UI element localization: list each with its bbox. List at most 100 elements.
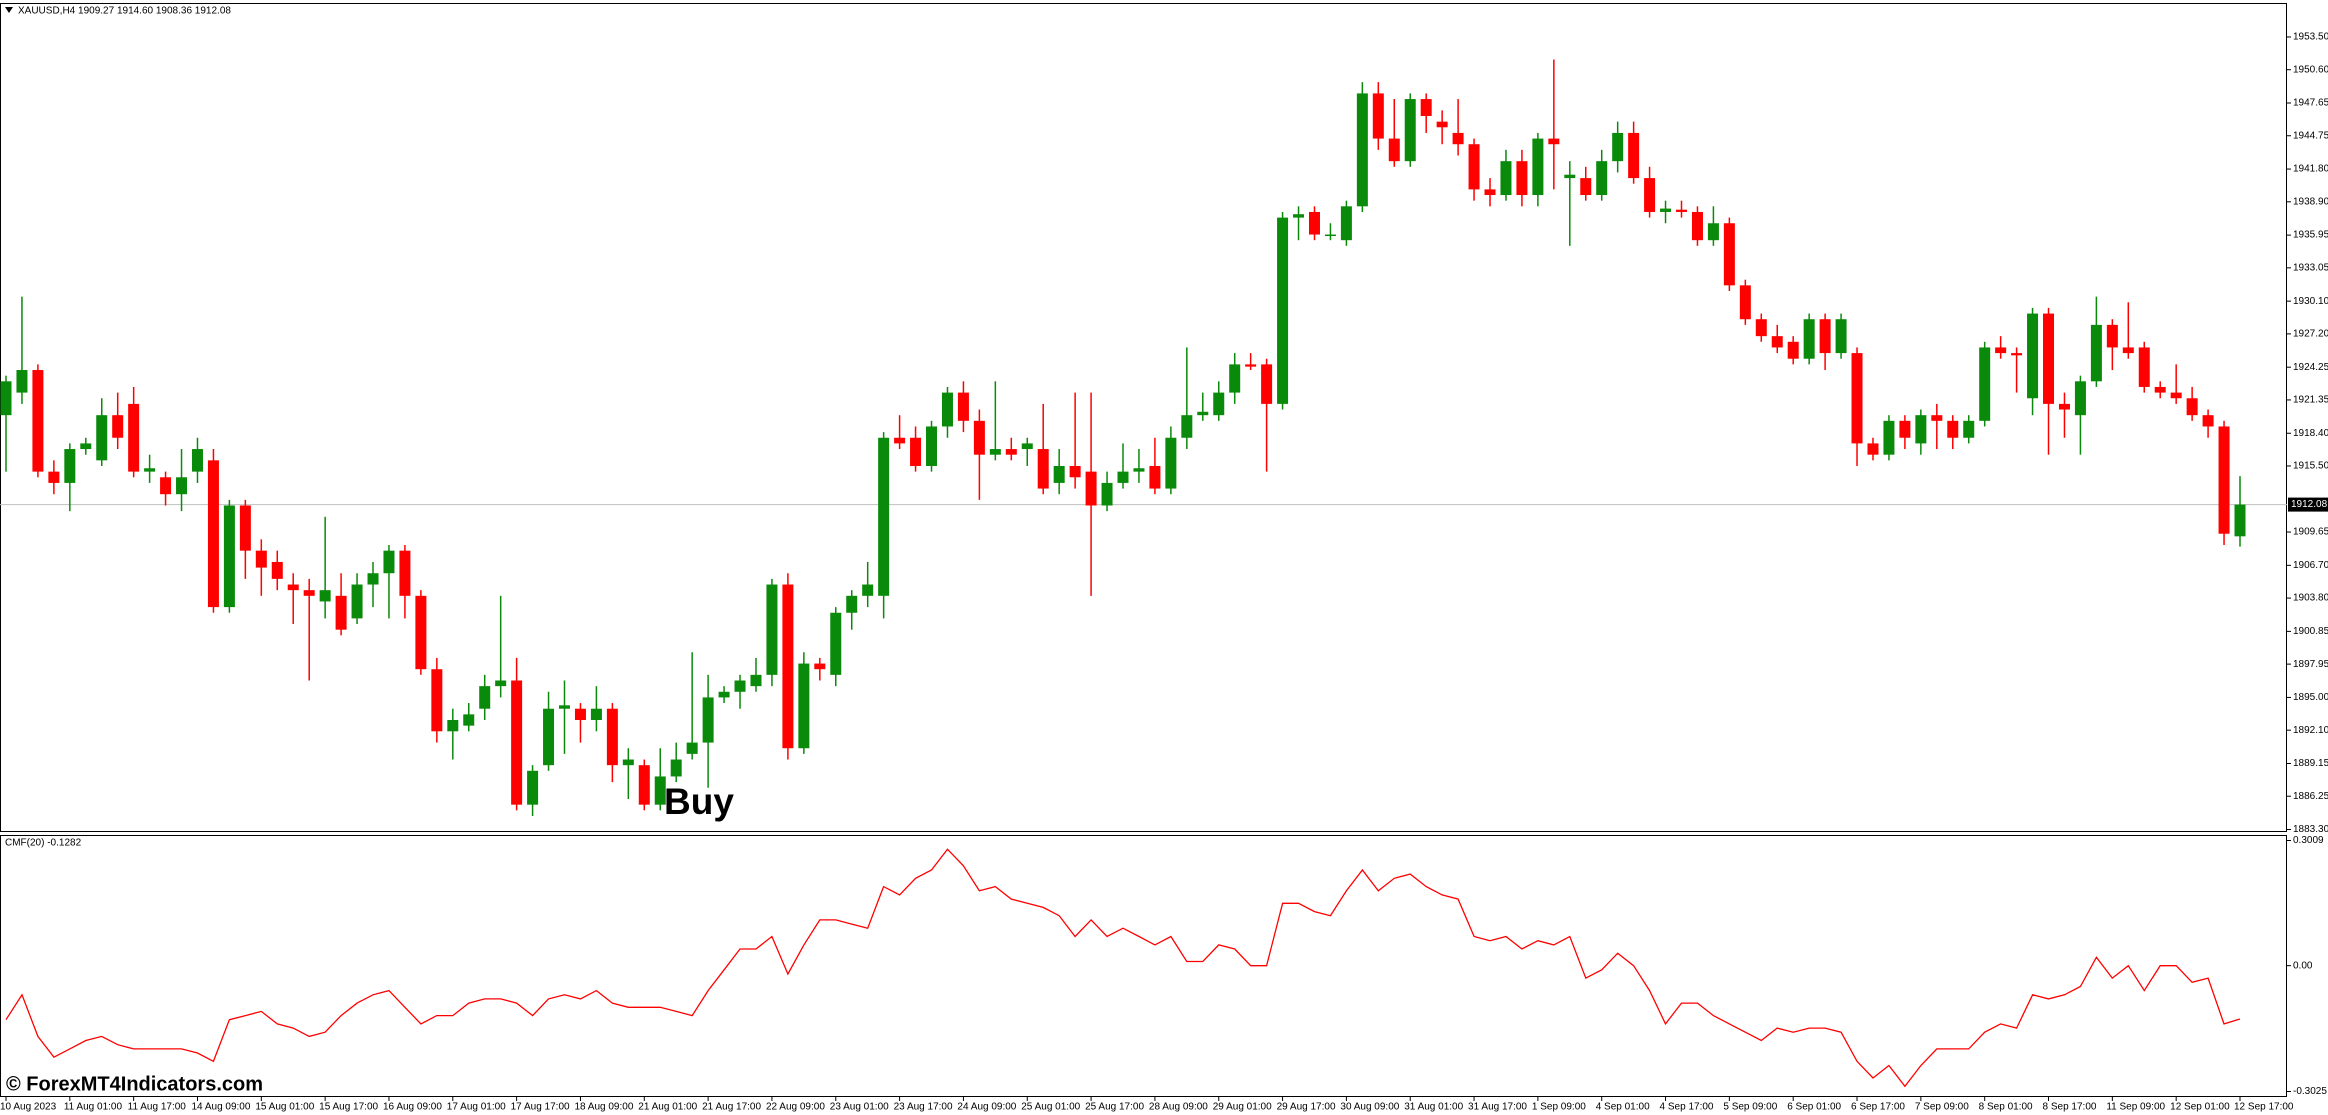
candle-body xyxy=(1468,144,1480,190)
candle-body xyxy=(64,449,76,483)
candle-body xyxy=(48,471,60,483)
candle-body xyxy=(463,714,475,726)
candle-body xyxy=(702,697,714,743)
candle-body xyxy=(415,595,427,670)
candle-body xyxy=(1819,319,1831,354)
y2-tick-label: 0.00 xyxy=(2293,960,2313,971)
candle-body xyxy=(303,590,315,596)
x-tick-label: 11 Aug 17:00 xyxy=(128,1102,187,1113)
y-tick-label: 1886.25 xyxy=(2293,791,2328,802)
candle-body xyxy=(1021,443,1033,450)
x-tick-label: 18 Aug 09:00 xyxy=(574,1102,633,1113)
y-tick-label: 1897.95 xyxy=(2293,659,2328,670)
x-tick-label: 24 Aug 09:00 xyxy=(957,1102,1016,1113)
candle-body xyxy=(654,776,666,805)
candle-body xyxy=(1229,364,1241,393)
candle-body xyxy=(1532,138,1544,196)
candle-body xyxy=(1085,471,1097,506)
y2-tick-label: -0.3025 xyxy=(2293,1086,2327,1097)
main-panel-frame xyxy=(0,3,2287,832)
candle-body xyxy=(1867,443,1879,455)
candle-body xyxy=(1755,319,1767,337)
indicator-title: CMF(20) -0.1282 xyxy=(5,838,82,849)
candle-body xyxy=(32,370,44,472)
candle-body xyxy=(1293,214,1305,218)
candle-body xyxy=(2027,313,2039,399)
candle-body xyxy=(1516,161,1528,196)
candle-body xyxy=(2170,392,2182,399)
y-tick-label: 1918.40 xyxy=(2293,428,2328,439)
candle-body xyxy=(1660,208,1672,212)
x-tick-label: 12 Sep 17:00 xyxy=(2234,1102,2294,1113)
x-tick-label: 31 Aug 17:00 xyxy=(1468,1102,1527,1113)
candle-body xyxy=(1420,99,1432,116)
current-price-label: 1912.08 xyxy=(2291,499,2328,510)
y-tick-label: 1935.95 xyxy=(2293,230,2328,241)
candle-body xyxy=(670,759,682,777)
candle-body xyxy=(1691,211,1703,241)
candle-body xyxy=(191,449,203,472)
x-tick-label: 29 Aug 01:00 xyxy=(1213,1102,1272,1113)
candle-body xyxy=(957,392,969,421)
y-tick-label: 1900.85 xyxy=(2293,626,2328,637)
candle-body xyxy=(399,550,411,596)
candle-body xyxy=(144,468,156,472)
candle-body xyxy=(16,370,28,393)
candle-body xyxy=(1596,161,1608,196)
x-tick-label: 29 Aug 17:00 xyxy=(1277,1102,1336,1113)
candle-body xyxy=(926,426,938,466)
candle-body xyxy=(1771,336,1783,348)
y-tick-label: 1953.50 xyxy=(2293,32,2328,43)
candle-body xyxy=(1644,178,1656,212)
x-tick-label: 8 Sep 17:00 xyxy=(2043,1102,2097,1113)
candle-body xyxy=(1787,341,1799,359)
candle-body xyxy=(1037,449,1049,489)
candle-body xyxy=(686,742,698,754)
x-tick-label: 8 Sep 01:00 xyxy=(1979,1102,2033,1113)
candle-body xyxy=(1324,234,1336,237)
y-tick-label: 1938.90 xyxy=(2293,196,2328,207)
x-tick-label: 12 Sep 01:00 xyxy=(2170,1102,2230,1113)
candle-body xyxy=(606,708,618,766)
y-tick-label: 1921.35 xyxy=(2293,395,2328,406)
x-tick-label: 31 Aug 01:00 xyxy=(1404,1102,1463,1113)
candle-body xyxy=(2138,347,2150,387)
x-tick-label: 6 Sep 17:00 xyxy=(1851,1102,1905,1113)
candle-body xyxy=(1308,211,1320,235)
watermark: © ForexMT4Indicators.com xyxy=(6,1073,263,1095)
candle-body xyxy=(255,550,267,568)
x-tick-label: 28 Aug 09:00 xyxy=(1149,1102,1208,1113)
candle-body xyxy=(1340,206,1352,241)
x-tick-label: 6 Sep 01:00 xyxy=(1787,1102,1841,1113)
candle-body xyxy=(941,392,953,427)
cmf-line xyxy=(5,848,2241,1088)
x-tick-label: 25 Aug 17:00 xyxy=(1085,1102,1144,1113)
candle-body xyxy=(1213,392,1225,416)
candle-body xyxy=(1404,99,1416,162)
candle-body xyxy=(351,584,363,619)
candle-body xyxy=(0,381,12,416)
candle-body xyxy=(1628,132,1640,179)
candle-body xyxy=(2058,403,2070,410)
candle-body xyxy=(1899,420,1911,438)
candle-body xyxy=(543,708,555,766)
y-tick-label: 1941.80 xyxy=(2293,164,2328,175)
x-tick-label: 7 Sep 09:00 xyxy=(1915,1102,1969,1113)
candle-body xyxy=(830,612,842,675)
y-tick-label: 1950.60 xyxy=(2293,64,2328,75)
candle-body xyxy=(1548,138,1560,145)
candle-body xyxy=(160,477,172,495)
candle-body xyxy=(2186,398,2198,416)
x-tick-label: 25 Aug 01:00 xyxy=(1021,1102,1080,1113)
candle-body xyxy=(989,449,1001,455)
y-tick-label: 1892.10 xyxy=(2293,725,2328,736)
candle-body xyxy=(798,663,810,749)
candle-body xyxy=(574,708,586,721)
y-tick-label: 1889.15 xyxy=(2293,758,2328,769)
candle-body xyxy=(1133,468,1145,472)
candle-body xyxy=(1883,420,1895,455)
candle-body xyxy=(1947,420,1959,438)
candle-body xyxy=(1707,223,1719,241)
